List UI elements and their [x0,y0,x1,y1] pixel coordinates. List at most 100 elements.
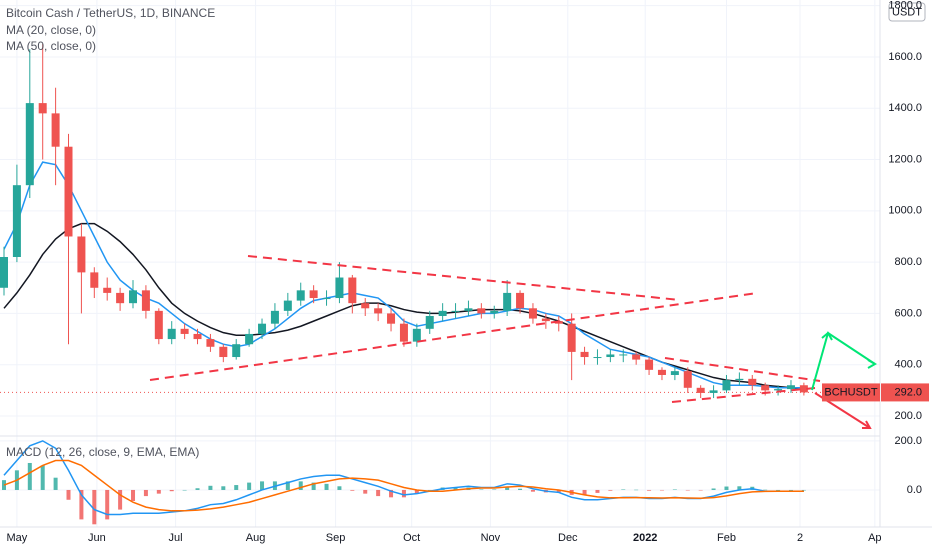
y-tick-label: 1200.0 [888,153,922,165]
macd-histogram-bar [737,486,742,490]
candle-body [154,310,163,340]
candle-body [477,308,486,314]
y-tick-label: 1600.0 [888,51,922,63]
macd-histogram-bar [530,489,535,492]
candle-body [619,354,628,356]
candle-body [193,333,202,340]
candle-body [64,146,73,237]
candle-body [219,346,228,358]
candle-body [12,185,21,257]
candle-body [399,323,408,342]
drawings [149,255,821,403]
y-tick-label: 800.0 [894,256,922,268]
macd-histogram-bar [53,477,58,490]
macd-histogram-bar [311,482,316,490]
macd-histogram-bar [763,489,768,491]
candle-body [77,236,86,273]
candle-body [374,308,383,314]
macd-histogram-bar [131,489,136,501]
macd-histogram-bar [582,489,587,495]
y-tick-label: 400.0 [894,359,922,371]
candle-body [0,256,8,288]
candle-body [657,369,666,375]
macd-histogram-bar [40,465,45,490]
candle-body [748,378,757,386]
candle-body [709,390,718,393]
macd-tick-label: 200.0 [894,435,922,447]
legend-ma20: MA (20, close, 0) [6,23,96,37]
x-tick-label: Feb [717,532,736,544]
candle-body [774,389,783,391]
macd-histogram-bar [414,489,419,494]
x-tick-label: Nov [481,532,501,544]
x-tick-label: Jul [169,532,183,544]
candle-body [348,277,357,304]
x-tick-label: 2022 [633,532,657,544]
x-tick-label: Oct [403,532,420,544]
candle-body [735,378,744,381]
x-tick-label: Dec [558,532,578,544]
macd-histogram-bar [672,489,677,490]
macd-histogram-bar [376,489,381,497]
x-tick-label: May [7,532,28,544]
macd-histogram-bar [711,488,716,490]
trend-line [664,357,821,382]
candle-body [167,328,176,340]
candle-body [412,328,421,342]
last-price-label: 292.0 [894,386,922,398]
macd-histogram-bar [801,489,806,491]
signal-line [3,459,804,512]
macd-histogram-bar [247,482,252,490]
x-tick-label: Ap [868,532,881,544]
macd-histogram-bar [401,489,406,498]
last-price-box [881,383,929,402]
candle-body [296,290,305,301]
macd-histogram-bar [659,489,664,491]
candle-body [567,323,576,352]
macd-histogram-bar [79,489,84,520]
macd-histogram-bar [685,489,690,491]
macd-histogram-bar [234,485,239,490]
candle-body [25,103,34,186]
candle-body [335,277,344,299]
candle-body [632,354,641,360]
x-tick-label: Aug [246,532,266,544]
candle-body [438,310,447,316]
legend-title: Bitcoin Cash / TetherUS, 1D, BINANCE [6,6,215,20]
macd-histogram-bar [92,489,97,525]
candle-body [103,287,112,293]
currency-box[interactable] [888,2,926,22]
candle-body [51,113,60,147]
macd-histogram-bar [350,489,355,491]
macd-histogram-bar [143,489,148,497]
macd-histogram-bar [169,489,174,492]
plot-area [0,0,880,527]
macd-histogram-bar [27,462,32,490]
macd-histogram-bar [389,489,394,498]
currency[interactable]: USDT [892,6,922,18]
candle-body [206,339,215,347]
candle-body [528,308,537,319]
macd-histogram-bar [298,481,303,490]
candle-body [245,333,254,345]
macd-histogram-bar [595,489,600,493]
macd-histogram-bar [324,483,329,490]
symbol-label: BCHUSDT [824,386,877,398]
candle-body [722,380,731,391]
candle-body [232,344,241,358]
candle-body [322,298,331,300]
macd-histogram-bar [337,486,342,490]
trend-line [247,255,681,301]
candle-body [387,313,396,324]
candle-body [799,385,808,393]
candle-body [129,290,138,304]
candle-body [451,310,460,312]
macd-histogram-bar [776,489,781,491]
candle-body [606,354,615,358]
candle-body [683,371,692,388]
macd-histogram-bar [479,489,484,490]
macd-histogram-bar [195,488,200,490]
macd-histogram-bar [182,489,187,491]
candle-body [503,292,512,311]
